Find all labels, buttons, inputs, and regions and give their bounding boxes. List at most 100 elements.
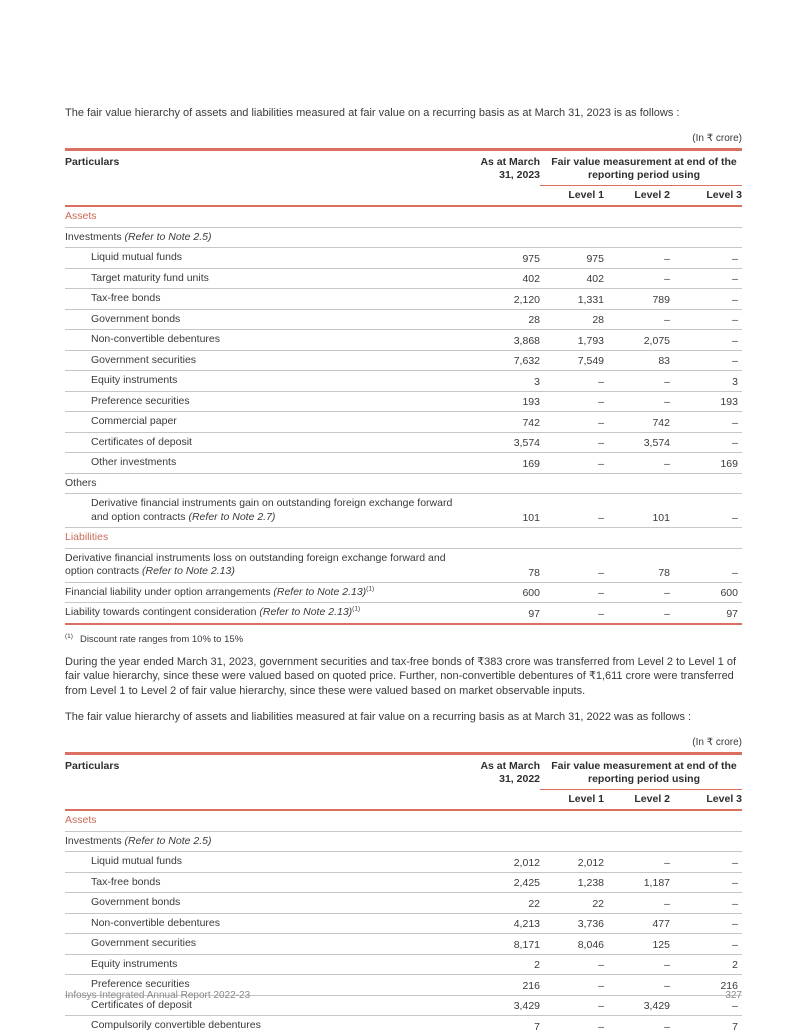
value-cell: 975 xyxy=(468,247,540,269)
value-cell: 477 xyxy=(604,913,670,934)
value-cell: – xyxy=(670,851,742,873)
value-cell: 28 xyxy=(540,309,604,330)
table-row: Tax-free bonds 2,120 1,331 789– xyxy=(65,288,742,310)
row-label: Derivative financial instruments loss on… xyxy=(65,548,468,583)
page-footer: Infosys Integrated Annual Report 2022-23… xyxy=(65,990,742,1001)
value-cell xyxy=(604,227,670,248)
value-cell: 402 xyxy=(468,268,540,289)
table-row: Other investments 169– –169 xyxy=(65,452,742,474)
value-cell: 7 xyxy=(468,1015,540,1035)
value-cell xyxy=(468,810,540,832)
value-cell: 2 xyxy=(468,954,540,975)
value-cell: 7,632 xyxy=(468,350,540,371)
value-cell: 97 xyxy=(468,602,540,625)
value-cell xyxy=(540,810,604,832)
row-label: Certificates of deposit xyxy=(65,432,468,453)
table-row: Certificates of deposit 3,429–3,429– xyxy=(65,995,742,1016)
row-label: Non-convertible debentures xyxy=(65,913,468,934)
column-header-level3: Level 3 xyxy=(670,789,742,811)
row-label: Investments (Refer to Note 2.5) xyxy=(65,227,468,248)
table-row: Government securities 8,171 8,046 125– xyxy=(65,933,742,955)
row-label: Certificates of deposit xyxy=(65,995,468,1016)
row-label: Government bonds xyxy=(65,309,468,330)
row-label: Tax-free bonds xyxy=(65,288,468,310)
value-cell: 600 xyxy=(468,582,540,603)
value-cell: 3,736 xyxy=(540,913,604,934)
value-cell: 169 xyxy=(468,452,540,474)
value-cell: – xyxy=(670,493,742,528)
value-cell xyxy=(540,527,604,549)
value-cell: 3,429 xyxy=(468,995,540,1016)
section-row: Assets xyxy=(65,206,742,228)
value-cell: 8,171 xyxy=(468,933,540,955)
value-cell: 600 xyxy=(670,582,742,603)
value-cell: – xyxy=(670,872,742,893)
value-cell xyxy=(540,206,604,228)
value-cell: – xyxy=(670,329,742,351)
value-cell xyxy=(670,810,742,832)
table-row: Preference securities 193– –193 xyxy=(65,391,742,412)
value-cell: – xyxy=(604,602,670,625)
subsection-row: Investments (Refer to Note 2.5) xyxy=(65,831,742,852)
value-cell: – xyxy=(670,933,742,955)
subsection-row: Investments (Refer to Note 2.5) xyxy=(65,227,742,248)
value-cell: 7 xyxy=(670,1015,742,1035)
value-cell xyxy=(468,206,540,228)
value-cell: 975 xyxy=(540,247,604,269)
value-cell: 1,238 xyxy=(540,872,604,893)
value-cell: 1,793 xyxy=(540,329,604,351)
column-header-level3: Level 3 xyxy=(670,185,742,207)
page-content: The fair value hierarchy of assets and l… xyxy=(65,0,742,1035)
row-label: Others xyxy=(65,473,468,494)
value-cell: – xyxy=(540,954,604,975)
value-cell: 8,046 xyxy=(540,933,604,955)
footer-report-title: Infosys Integrated Annual Report 2022-23 xyxy=(65,990,251,1001)
value-cell xyxy=(468,473,540,494)
value-cell xyxy=(670,527,742,549)
table-row: Commercial paper 742–742– xyxy=(65,411,742,433)
table-row: Tax-free bonds 2,425 1,238 1,187– xyxy=(65,872,742,893)
table-row: Government securities 7,632 7,549 83– xyxy=(65,350,742,371)
table-row: Government bonds 22 22– – xyxy=(65,892,742,914)
value-cell: 97 xyxy=(670,602,742,625)
row-label: Liquid mutual funds xyxy=(65,247,468,269)
value-cell: – xyxy=(604,582,670,603)
column-header-level2: Level 2 xyxy=(604,185,670,207)
value-cell: – xyxy=(670,432,742,453)
value-cell: – xyxy=(670,995,742,1016)
table-row: Non-convertible debentures 3,868 1,793 2,07… xyxy=(65,329,742,351)
value-cell: – xyxy=(540,548,604,583)
table-body: Assets Investments (Refer to Note 2.5) Liq… xyxy=(65,206,742,625)
table-row: Financial liability under option arrange… xyxy=(65,582,742,603)
value-cell: 1,187 xyxy=(604,872,670,893)
value-cell: – xyxy=(540,411,604,433)
value-cell xyxy=(540,831,604,852)
table-row: Target maturity fund units 402 402– – xyxy=(65,268,742,289)
value-cell: 402 xyxy=(540,268,604,289)
value-cell: – xyxy=(670,350,742,371)
row-label: Financial liability under option arrange… xyxy=(65,582,468,603)
section-row: Others xyxy=(65,473,742,494)
row-label: Preference securities xyxy=(65,974,468,996)
table-row: Derivative financial instruments loss on… xyxy=(65,548,742,583)
value-cell xyxy=(670,206,742,228)
section-row: Liabilities xyxy=(65,527,742,549)
table-row: Certificates of deposit 3,574–3,574– xyxy=(65,432,742,453)
fair-value-table-2023: Particulars As at March 31, 2023 Fair va… xyxy=(65,148,742,625)
value-cell xyxy=(604,527,670,549)
value-cell: – xyxy=(540,582,604,603)
value-cell: 101 xyxy=(468,493,540,528)
row-label: Equity instruments xyxy=(65,370,468,392)
value-cell: – xyxy=(604,309,670,330)
value-cell: – xyxy=(670,247,742,269)
value-cell: 742 xyxy=(604,411,670,433)
fair-value-table-2022: Particulars As at March 31, 2022 Fair va… xyxy=(65,752,742,1035)
row-label: Investments (Refer to Note 2.5) xyxy=(65,831,468,852)
value-cell: 22 xyxy=(468,892,540,914)
value-cell: – xyxy=(540,602,604,625)
value-cell: – xyxy=(540,370,604,392)
transfer-paragraph: During the year ended March 31, 2023, go… xyxy=(65,655,737,697)
value-cell: 101 xyxy=(604,493,670,528)
row-label: Assets xyxy=(65,810,468,832)
value-cell: – xyxy=(540,995,604,1016)
